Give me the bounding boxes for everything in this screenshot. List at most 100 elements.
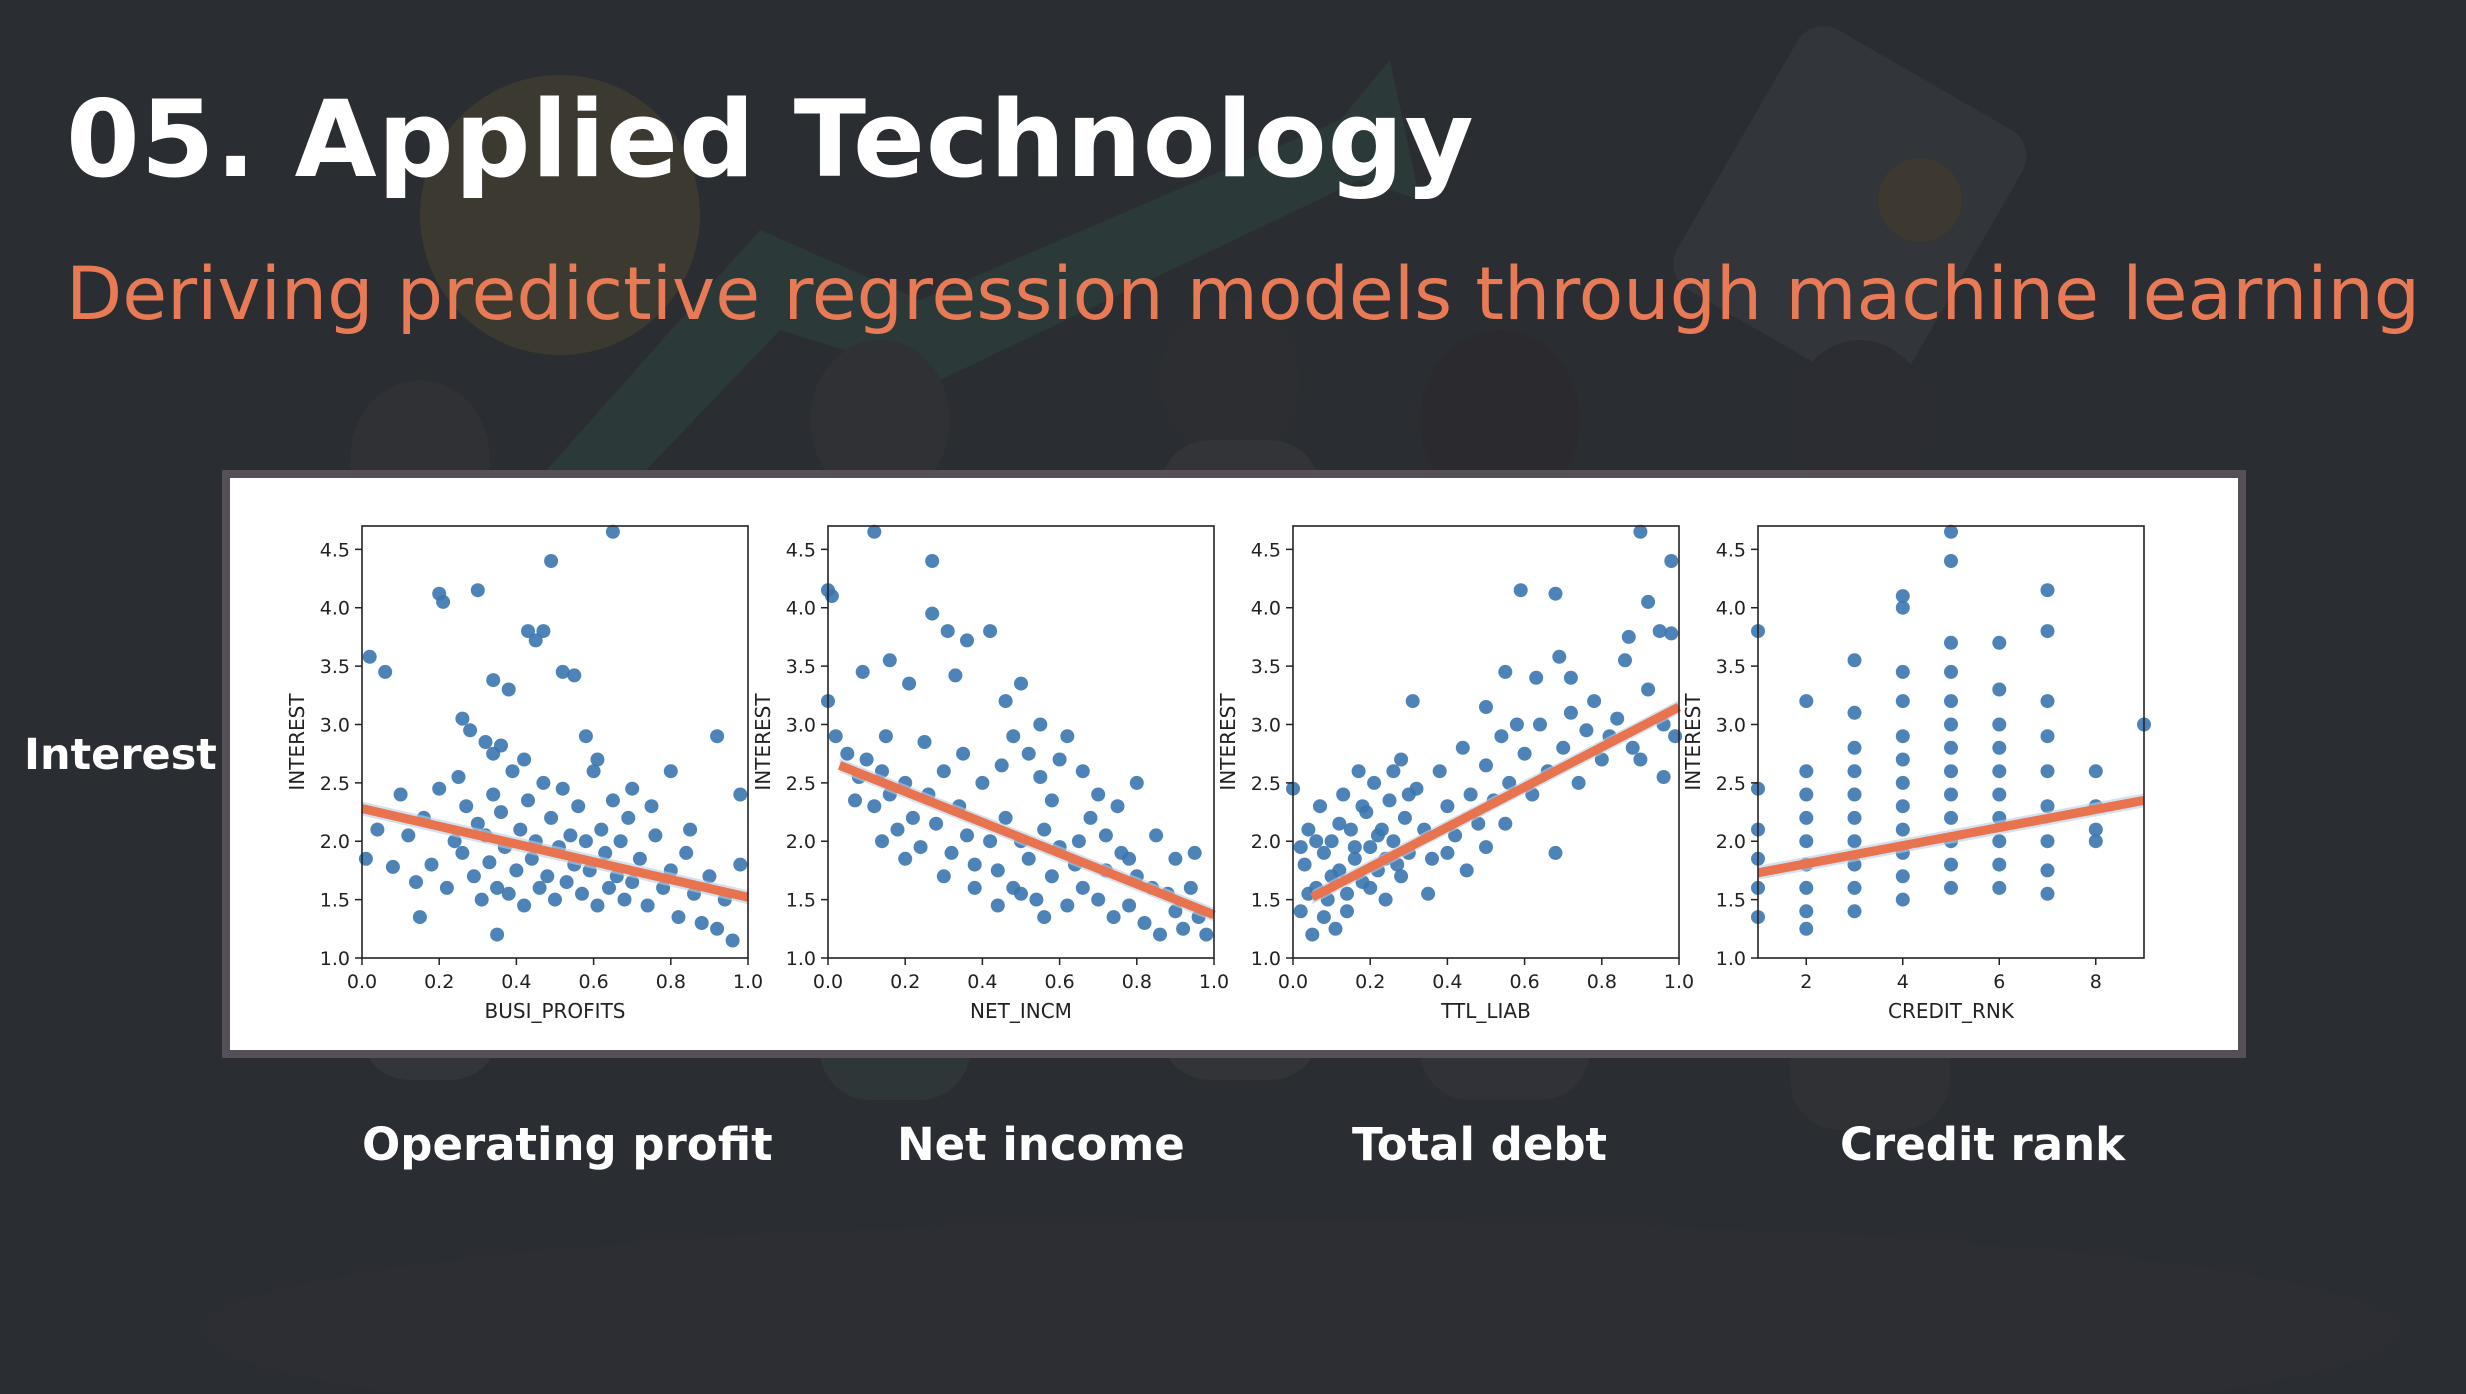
data-point: [960, 828, 974, 843]
data-point: [1895, 869, 1910, 884]
data-point: [513, 822, 528, 837]
data-point: [1498, 664, 1513, 679]
data-point: [1336, 787, 1351, 802]
data-point: [1895, 589, 1910, 604]
data-point: [1625, 740, 1640, 755]
data-point: [540, 869, 555, 884]
regression-line: [360, 804, 750, 902]
data-point: [358, 851, 373, 866]
x-tick-label: 0.2: [1355, 971, 1385, 993]
data-point: [1098, 828, 1113, 843]
y-tick-label: 4.5: [320, 539, 350, 561]
data-point: [878, 729, 893, 744]
chart-panel: 1.0 1.5 2.0 2.5 3.0 3.5 4.0 4.5 0.0 0.2 0.4 0.6 0.8 1…: [222, 470, 2246, 1058]
y-tick-label: 4.5: [1251, 539, 1281, 561]
data-point: [983, 624, 998, 639]
data-point: [1498, 816, 1513, 831]
data-point: [1421, 886, 1436, 901]
data-point: [436, 594, 451, 609]
x-tick-label: 0.0: [347, 971, 377, 993]
data-point: [463, 723, 478, 738]
data-point: [1992, 635, 2007, 650]
x-tick-label: 0.0: [813, 971, 843, 993]
axes-frame: [827, 525, 1215, 959]
data-point: [1313, 799, 1327, 814]
y-axis-label: INTEREST: [1681, 693, 1705, 791]
data-point: [1293, 840, 1308, 855]
scatter-points: [821, 524, 1214, 942]
data-point: [625, 875, 640, 890]
data-point: [1052, 752, 1067, 767]
data-point: [555, 781, 570, 796]
data-point: [2088, 822, 2103, 837]
caption-total-debt: Total debt: [1352, 1118, 1608, 1171]
data-point: [859, 752, 874, 767]
data-point: [1021, 746, 1036, 761]
data-point: [1075, 880, 1090, 895]
y-tick-label: 3.5: [1251, 656, 1281, 678]
data-point: [1895, 775, 1910, 790]
data-point: [1641, 682, 1656, 697]
data-point: [1033, 717, 1048, 732]
data-point: [1618, 653, 1632, 668]
x-tick-label: 4: [1897, 971, 1909, 993]
data-point: [594, 822, 609, 837]
coin-icon: [420, 75, 700, 355]
data-point: [1895, 729, 1910, 744]
data-point: [1799, 810, 1814, 825]
y-tick-label: 4.5: [1716, 539, 1746, 561]
data-point: [967, 857, 982, 872]
data-point: [848, 793, 862, 808]
data-point: [1799, 834, 1814, 849]
data-point: [1552, 649, 1567, 664]
data-point: [948, 668, 963, 683]
data-point: [494, 805, 508, 820]
data-point: [1071, 834, 1086, 849]
x-tick-label: 0.0: [1278, 971, 1308, 993]
y-tick-label: 4.5: [786, 539, 816, 561]
y-tick-label: 2.5: [1716, 773, 1746, 795]
data-point: [1895, 694, 1910, 709]
data-point: [1992, 834, 2007, 849]
data-point: [867, 799, 882, 814]
data-point: [455, 711, 470, 726]
data-point: [1944, 635, 1958, 650]
data-point: [409, 875, 423, 890]
scatter-chart-3: 1.0 1.5 2.0 2.5 3.0 3.5 4.0 4.5 0.0 0.2 0.4 0.6 0.8 1…: [1216, 524, 1694, 1023]
data-point: [998, 810, 1013, 825]
caption-operating-profit: Operating profit: [362, 1118, 773, 1171]
data-point: [1187, 845, 1202, 860]
x-tick-label: 0.4: [967, 971, 997, 993]
data-point: [1571, 775, 1586, 790]
data-point: [1509, 717, 1524, 732]
data-point: [1479, 700, 1493, 714]
data-point: [733, 857, 748, 872]
data-point: [1106, 910, 1121, 925]
data-point: [644, 799, 659, 814]
data-point: [575, 886, 589, 901]
data-point: [1199, 927, 1214, 942]
data-point: [2040, 729, 2055, 744]
y-tick-label: 2.5: [786, 773, 816, 795]
data-point: [998, 694, 1013, 709]
x-axis-label: TTL_LIAB: [1440, 999, 1531, 1023]
data-point: [1847, 653, 1862, 668]
y-axis-label: INTEREST: [751, 693, 775, 791]
data-point: [1556, 740, 1571, 755]
data-point: [1587, 694, 1602, 709]
data-point: [1129, 775, 1144, 790]
y-tick-label: 1.5: [1716, 890, 1746, 912]
data-point: [1479, 840, 1493, 855]
data-point: [1455, 740, 1470, 755]
data-point: [1799, 880, 1814, 895]
data-point: [1664, 626, 1679, 641]
data-point: [710, 729, 725, 744]
y-tick-label: 1.5: [1251, 890, 1281, 912]
data-point: [1367, 775, 1382, 790]
data-point: [733, 787, 748, 802]
scatter-chart-4: 1.0 1.5 2.0 2.5 3.0 3.5 4.0 4.5 2 4 6 8 CREDIT_RNK IN…: [1681, 524, 2151, 1023]
data-point: [1060, 729, 1075, 744]
y-tick-label: 3.0: [786, 714, 816, 736]
y-tick-label: 1.5: [786, 890, 816, 912]
data-point: [1641, 594, 1656, 609]
